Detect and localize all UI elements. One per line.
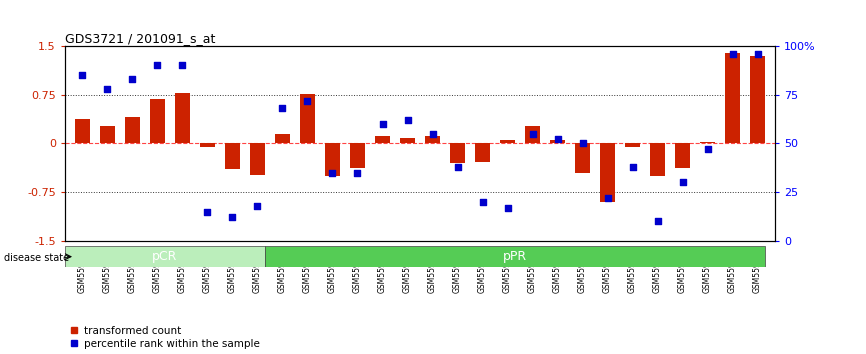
Point — [100, 86, 114, 92]
Point — [301, 98, 314, 103]
Bar — [275, 133, 290, 143]
Point — [376, 121, 390, 127]
Bar — [500, 140, 515, 143]
Bar — [725, 52, 740, 143]
Bar — [375, 136, 390, 143]
Bar — [550, 140, 565, 143]
Bar — [100, 126, 115, 143]
Point — [351, 170, 365, 176]
Bar — [400, 138, 415, 143]
Point — [326, 170, 339, 176]
Bar — [225, 143, 240, 169]
Bar — [625, 143, 640, 147]
Bar — [75, 119, 90, 143]
Point — [201, 209, 215, 215]
Point — [675, 179, 689, 185]
Point — [551, 137, 565, 142]
Bar — [600, 143, 615, 202]
Point — [650, 218, 664, 224]
Point — [751, 51, 765, 57]
Bar — [65, 246, 265, 267]
Point — [425, 131, 439, 136]
Bar — [350, 143, 365, 168]
Point — [450, 164, 464, 170]
Point — [576, 141, 590, 146]
Point — [275, 105, 289, 111]
Point — [501, 205, 514, 210]
Bar — [700, 142, 715, 143]
Bar — [475, 143, 490, 161]
Point — [176, 63, 190, 68]
Bar — [525, 126, 540, 143]
Bar — [675, 143, 690, 168]
Point — [625, 164, 639, 170]
Point — [475, 199, 489, 205]
Bar — [325, 143, 340, 176]
Point — [726, 51, 740, 57]
Bar — [265, 246, 765, 267]
Point — [151, 63, 165, 68]
Bar — [575, 143, 590, 173]
Point — [75, 73, 89, 78]
Bar — [450, 143, 465, 163]
Point — [601, 195, 615, 201]
Bar — [200, 143, 215, 147]
Point — [225, 215, 239, 220]
Text: GDS3721 / 201091_s_at: GDS3721 / 201091_s_at — [65, 32, 216, 45]
Point — [526, 131, 540, 136]
Text: pCR: pCR — [152, 250, 178, 263]
Bar — [650, 143, 665, 176]
Bar — [150, 99, 165, 143]
Point — [126, 76, 139, 82]
Bar — [250, 143, 265, 175]
Bar — [300, 94, 315, 143]
Bar — [125, 118, 140, 143]
Bar — [425, 136, 440, 143]
Text: disease state: disease state — [4, 253, 69, 263]
Point — [701, 147, 714, 152]
Point — [250, 203, 264, 209]
Bar — [175, 93, 190, 143]
Point — [401, 117, 415, 123]
Legend: transformed count, percentile rank within the sample: transformed count, percentile rank withi… — [70, 326, 260, 349]
Text: pPR: pPR — [503, 250, 527, 263]
Bar — [750, 56, 765, 143]
